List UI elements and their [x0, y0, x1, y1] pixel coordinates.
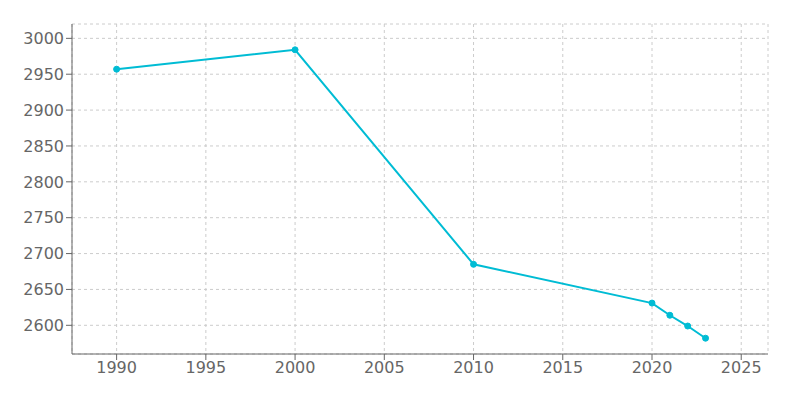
svg-text:1995: 1995 [185, 358, 226, 377]
svg-text:2015: 2015 [542, 358, 583, 377]
svg-text:2010: 2010 [453, 358, 494, 377]
svg-text:2020: 2020 [632, 358, 673, 377]
svg-text:2700: 2700 [23, 244, 64, 263]
svg-text:2650: 2650 [23, 280, 64, 299]
svg-text:2025: 2025 [721, 358, 762, 377]
svg-text:1990: 1990 [96, 358, 137, 377]
svg-text:2850: 2850 [23, 137, 64, 156]
svg-text:2750: 2750 [23, 208, 64, 227]
svg-text:2000: 2000 [275, 358, 316, 377]
svg-text:2900: 2900 [23, 101, 64, 120]
svg-text:2005: 2005 [364, 358, 405, 377]
svg-text:2950: 2950 [23, 65, 64, 84]
svg-text:2600: 2600 [23, 316, 64, 335]
svg-text:3000: 3000 [23, 29, 64, 48]
svg-text:2800: 2800 [23, 173, 64, 192]
